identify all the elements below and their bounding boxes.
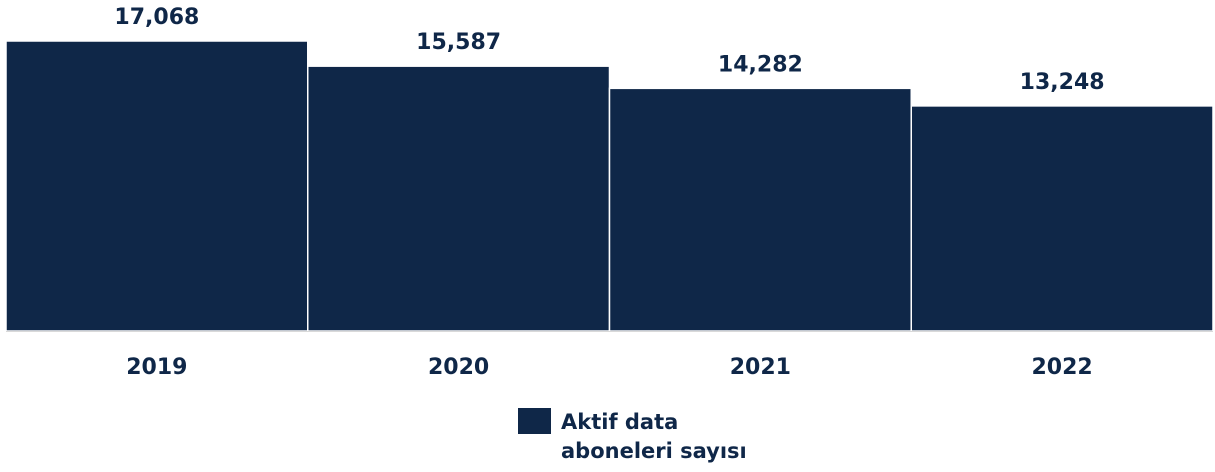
- x-tick-label-2022: 2022: [1032, 355, 1093, 380]
- x-tick-label-2020: 2020: [428, 355, 489, 380]
- legend-label-line-2: aboneleri sayısı: [561, 439, 747, 463]
- data-label-2019: 17,068: [114, 5, 199, 30]
- legend-label-line-1: Aktif data: [561, 410, 679, 434]
- bar-2021: [608, 87, 912, 332]
- bar-2020: [307, 65, 611, 332]
- bar-2022: [910, 105, 1214, 332]
- x-tick-label-2019: 2019: [126, 355, 187, 380]
- bar-2019: [5, 40, 309, 332]
- x-tick-label-2021: 2021: [730, 355, 791, 380]
- data-label-2021: 14,282: [718, 52, 803, 77]
- chart-legend: Aktif data aboneleri sayısı: [518, 408, 801, 466]
- data-label-2022: 13,248: [1020, 70, 1105, 95]
- legend-label: Aktif data aboneleri sayısı: [561, 408, 801, 466]
- data-label-2020: 15,587: [416, 30, 501, 55]
- bar-chart: 17,068 2019 15,587 2020 14,282 2021 13,248 2022: [5, 5, 1214, 380]
- legend-swatch: [518, 408, 551, 434]
